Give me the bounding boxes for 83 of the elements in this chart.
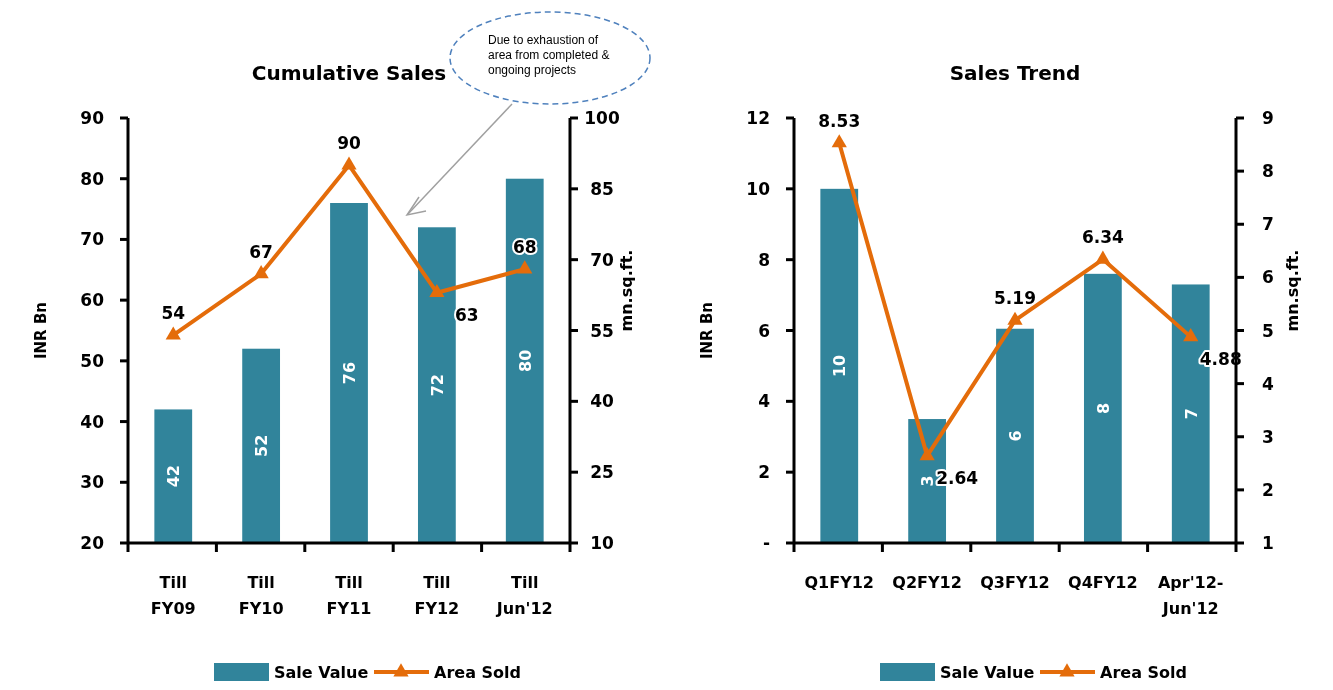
point <box>831 134 847 148</box>
y2-tick-label: 85 <box>590 178 614 199</box>
y2-tick-label: 55 <box>590 320 614 341</box>
text: Due to exhaustion of area from completed & ongoing projects <box>488 33 610 77</box>
data-label: 7 <box>1181 408 1201 420</box>
data-label: 76 <box>340 361 359 385</box>
legend-label: Area Sold <box>434 663 521 682</box>
legend-label: Sale Value <box>940 663 1035 682</box>
data-label: 5.19 <box>994 288 1036 309</box>
legend-label: Area Sold <box>1100 663 1187 682</box>
x-tick-label: Q2FY12 <box>892 573 962 592</box>
y2-tick-label: 10 <box>590 533 614 553</box>
y2-tick-label: 25 <box>590 462 614 483</box>
bar <box>1083 273 1122 543</box>
data-label: 80 <box>515 349 535 372</box>
legend-label: Sale Value <box>274 663 369 682</box>
x-tick-label: Till Jun'12 <box>495 573 553 618</box>
x-tick-label: Till FY11 <box>326 573 372 618</box>
y-tick-label: 30 <box>80 472 105 493</box>
y-tick-label: 4 <box>758 391 771 412</box>
y-tick-label: 2 <box>758 462 770 483</box>
point <box>253 265 269 279</box>
y2-tick-label: 3 <box>1262 426 1274 447</box>
y2-axis-title: mn.sq.ft. <box>617 249 636 332</box>
data-label: 3 <box>918 475 938 487</box>
y-tick-label: - <box>762 533 770 553</box>
point <box>919 447 935 461</box>
x-tick-label: Till FY09 <box>150 573 196 618</box>
y-tick-label: 12 <box>746 108 770 128</box>
data-label: 42 <box>164 465 184 488</box>
bar <box>996 328 1034 543</box>
data-label: 6 <box>1006 430 1025 442</box>
y2-tick-label: 5 <box>1262 320 1274 341</box>
data-label: 67 <box>249 241 273 262</box>
y-tick-label: 80 <box>80 168 105 189</box>
x-tick-label: Q3FY12 <box>980 573 1050 592</box>
y-tick-label: 8 <box>758 249 770 270</box>
bar <box>820 188 859 543</box>
data-label: 72 <box>427 374 447 397</box>
data-label: 10 <box>830 354 850 378</box>
data-label: 8.53 <box>818 110 861 131</box>
chart-title: Cumulative Sales <box>251 61 447 85</box>
data-label: 6.34 <box>1081 227 1125 248</box>
y2-tick-label: 8 <box>1262 161 1274 182</box>
point <box>429 283 445 298</box>
y-tick-label: 40 <box>80 411 105 432</box>
point <box>1183 328 1199 342</box>
y2-tick-label: 6 <box>1262 267 1274 288</box>
y-tick-label: 50 <box>80 350 105 371</box>
y-tick-label: 60 <box>80 290 105 311</box>
y-tick-label: 70 <box>80 229 105 250</box>
data-label: 68 <box>512 237 537 258</box>
y2-tick-label: 70 <box>590 249 614 270</box>
y2-tick-label: 9 <box>1262 108 1274 128</box>
y2-tick-label: 100 <box>584 108 620 128</box>
x-tick-label: Q1FY12 <box>804 573 875 592</box>
point <box>341 156 357 170</box>
data-label: 90 <box>337 133 361 154</box>
y-tick-label: 90 <box>80 108 105 128</box>
y-axis-title: INR Bn <box>32 301 50 360</box>
y2-tick-label: 40 <box>590 391 614 412</box>
data-label: 52 <box>252 434 272 457</box>
y-tick-label: 20 <box>80 533 105 553</box>
x-tick-label: Q4FY12 <box>1068 573 1138 592</box>
point <box>517 260 533 274</box>
y2-tick-label: 4 <box>1262 373 1275 394</box>
y-axis-title: INR Bn <box>698 301 716 360</box>
x-tick-label: Till FY12 <box>414 573 460 618</box>
y2-axis-title: mn.sq.ft. <box>1283 249 1302 332</box>
y-tick-label: 10 <box>746 178 771 199</box>
x-tick-label: Till FY10 <box>238 573 284 618</box>
x-tick-label: Apr'12-Jun'12 <box>1157 573 1224 618</box>
y2-tick-label: 7 <box>1262 214 1274 235</box>
y2-tick-label: 2 <box>1262 479 1274 500</box>
y-tick-label: 6 <box>758 320 770 341</box>
data-label: 63 <box>455 304 479 325</box>
point <box>165 326 181 340</box>
point <box>1095 250 1111 264</box>
data-label: 8 <box>1093 402 1113 414</box>
chart-title: Sales Trend <box>949 61 1081 85</box>
data-label: 54 <box>161 303 186 324</box>
y2-tick-label: 1 <box>1262 533 1274 553</box>
point <box>1007 311 1023 325</box>
